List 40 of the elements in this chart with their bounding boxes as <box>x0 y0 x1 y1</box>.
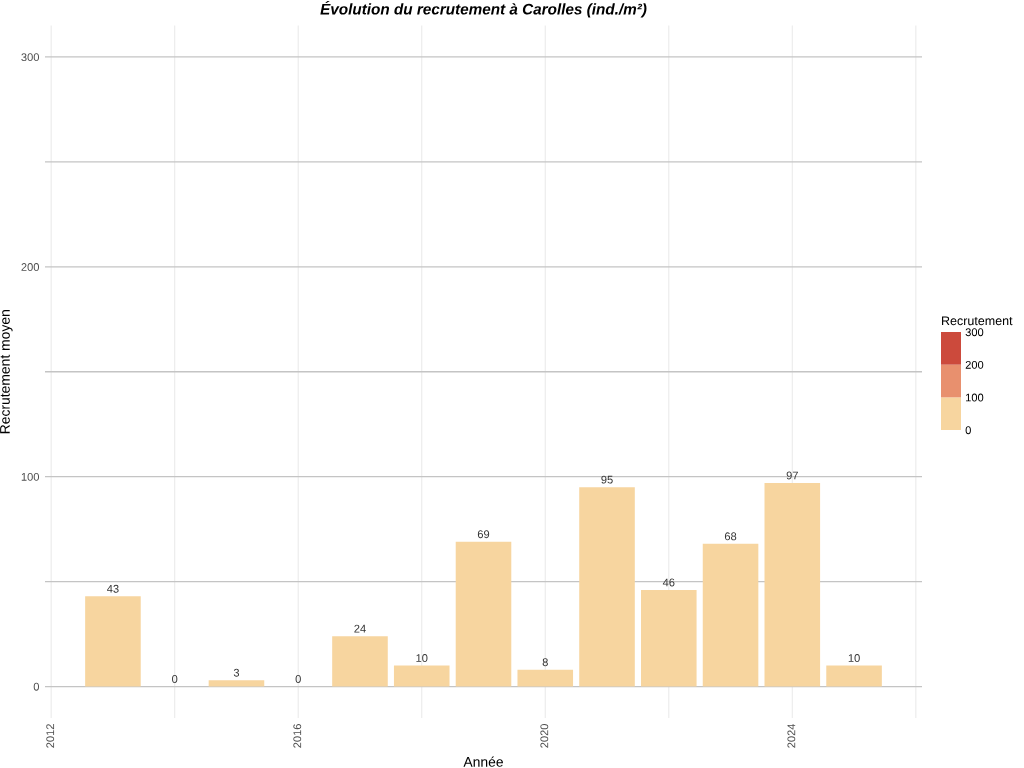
color-bar-label: 200 <box>965 360 984 369</box>
bar <box>208 680 265 687</box>
color-bar-title: Recrutement <box>942 316 1013 326</box>
bar <box>579 487 635 687</box>
y-tick-label: 0 <box>33 682 40 691</box>
bar <box>85 596 141 687</box>
y-tick-label: 100 <box>21 472 40 481</box>
data-label: 8 <box>542 658 548 667</box>
bar <box>332 636 388 687</box>
x-tick-label: 2020 <box>540 723 549 748</box>
data-label: 3 <box>233 668 240 677</box>
data-label: 0 <box>172 675 178 683</box>
x-tick-label: 2016 <box>293 724 302 748</box>
bar <box>764 482 821 687</box>
data-label: 68 <box>724 532 737 541</box>
data-label: 95 <box>601 475 613 484</box>
data-label: 10 <box>848 654 860 662</box>
data-label: 69 <box>477 530 490 539</box>
y-axis-title: Recrutement moyen <box>0 310 13 434</box>
color-bar-label: 100 <box>966 393 984 402</box>
data-label: 24 <box>354 624 366 633</box>
bar <box>702 543 759 687</box>
x-tick-label: 2012 <box>46 724 55 748</box>
data-label: 46 <box>662 578 675 587</box>
data-label: 43 <box>107 584 119 593</box>
x-tick-label: 2024 <box>787 723 796 748</box>
data-label: 97 <box>786 471 798 480</box>
data-label: 0 <box>295 675 301 683</box>
bar <box>393 665 450 687</box>
y-tick-label: 300 <box>21 53 40 62</box>
bar <box>455 541 512 687</box>
color-bar-label: 0 <box>965 426 971 435</box>
x-axis-title: Année <box>463 756 503 767</box>
color-bar-label: 300 <box>965 328 984 337</box>
bar <box>640 589 697 687</box>
chart-title: Évolution du recrutement à Carolles (ind./m²) <box>320 0 647 18</box>
bar <box>826 665 882 687</box>
bar <box>517 669 574 687</box>
y-tick-label: 200 <box>21 263 40 271</box>
data-label: 10 <box>416 654 428 662</box>
